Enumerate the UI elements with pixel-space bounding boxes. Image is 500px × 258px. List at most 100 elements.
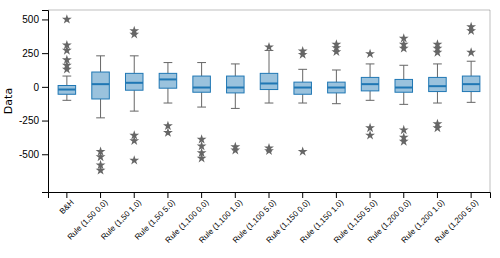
whisker-high [167,63,168,74]
whisker-low [403,92,404,104]
flier [62,14,72,23]
whisker-high [403,65,404,79]
cap-high [265,50,274,51]
cap-high [164,62,173,63]
flier [433,123,443,132]
whisker-high [235,64,236,76]
box [58,85,76,94]
x-tick-mark [437,192,438,198]
flier [264,146,274,155]
cap-high [96,55,105,56]
x-tick-mark [134,192,135,198]
whisker-low [370,91,371,100]
x-tick-mark [471,192,472,198]
flier [365,130,375,139]
cap-high [467,61,476,62]
y-tick-label: -500 [19,149,39,160]
box-group [395,33,413,145]
whisker-low [302,94,303,103]
x-tick-mark [201,192,202,198]
box [328,82,346,93]
median [58,89,76,91]
median [193,87,211,89]
y-tick-mark [42,121,48,122]
x-tick-mark [235,192,236,198]
flier [466,22,476,31]
x-tick-mark [302,192,303,198]
y-tick-mark [42,87,48,88]
y-tick-label: 0 [33,82,39,93]
cap-high [197,62,206,63]
cap-low [298,103,307,104]
x-tick-mark [66,192,67,198]
box-group [328,39,346,103]
box [92,72,110,99]
whisker-low [471,92,472,103]
whisker-high [471,61,472,76]
whisker-low [269,90,270,103]
flier [399,33,409,42]
whisker-high [100,56,101,72]
x-tick-mark [167,192,168,198]
y-tick: -500 [19,149,48,160]
whisker-high [134,56,135,74]
median [125,82,143,84]
whisker-high [66,76,67,85]
cap-low [96,117,105,118]
cap-low [231,108,240,109]
box [159,73,177,88]
box-group [125,26,143,165]
flier [433,39,443,48]
whisker-high [201,63,202,76]
frame-line [490,10,491,192]
flier [129,136,139,145]
y-axis-line [42,11,49,193]
median [361,83,379,85]
flier [96,152,106,161]
whisker-high [336,70,337,82]
y-tick-mark [42,19,48,20]
plot: -500-2500250500B&HRule (1,50 0.0)Rule (1… [19,10,491,245]
flier [466,47,476,56]
box [462,76,480,92]
x-tick: B&H [58,192,76,216]
box [227,76,245,93]
whisker-low [235,93,236,109]
boxes [58,14,480,174]
flier [399,136,409,145]
whisker-low [336,93,337,104]
whisker-high [437,64,438,77]
box-group [260,42,278,155]
whisker-low [134,90,135,111]
box [395,79,413,92]
y-tick-mark [42,154,48,155]
whisker-low [66,94,67,100]
cap-low [366,100,375,101]
box-group [193,63,211,163]
y-tick-mark [42,53,48,54]
frame-line [48,10,490,11]
box [294,82,312,94]
flier [163,128,173,137]
box-group [159,63,177,137]
y-tick: 250 [22,48,48,59]
cap-low [399,104,408,105]
median [227,87,245,89]
box [193,76,211,92]
median [294,87,312,89]
whisker-low [167,88,168,103]
cap-low [265,103,274,104]
cap-high [62,76,71,77]
box-group [92,56,110,175]
cap-low [164,103,173,104]
median [395,87,413,89]
flier [298,146,308,155]
x-tick-label: Rule (1,200 5.0) [433,198,480,245]
box [361,77,379,90]
chart: -500-2500250500B&HRule (1,50 0.0)Rule (1… [0,0,500,258]
x-tick-label: B&H [58,198,76,216]
y-tick-label: 500 [22,14,39,25]
median [260,82,278,84]
box-group [462,22,480,103]
median [328,87,346,89]
